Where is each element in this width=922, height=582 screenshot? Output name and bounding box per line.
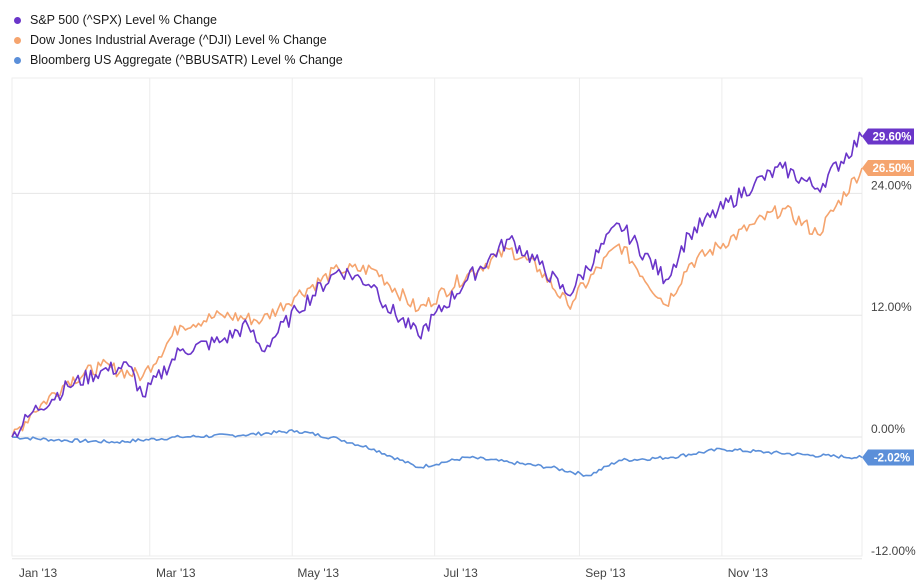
end-value-label-bbusatr: -2.02% bbox=[874, 453, 910, 465]
y-tick-label: -12.00% bbox=[871, 544, 916, 558]
x-tick-label: Mar '13 bbox=[156, 566, 196, 580]
legend-marker-bbusatr bbox=[14, 56, 21, 64]
legend-marker-spx bbox=[14, 16, 21, 24]
chart-legend: S&P 500 (^SPX) Level % Change Dow Jones … bbox=[14, 10, 343, 70]
x-tick-label: Jul '13 bbox=[444, 566, 479, 580]
x-tick-label: Jan '13 bbox=[19, 566, 58, 580]
x-tick-label: May '13 bbox=[297, 566, 339, 580]
end-value-label-spx: 29.60% bbox=[872, 132, 911, 144]
legend-label-spx: S&P 500 (^SPX) Level % Change bbox=[30, 13, 217, 27]
end-value-tag-spx bbox=[862, 128, 914, 145]
series-line-bbusatr bbox=[11, 429, 863, 477]
series-line-spx bbox=[11, 131, 863, 438]
series-line-dji bbox=[11, 167, 863, 438]
legend-item-bbusatr[interactable]: Bloomberg US Aggregate (^BBUSATR) Level … bbox=[14, 50, 343, 70]
legend-label-bbusatr: Bloomberg US Aggregate (^BBUSATR) Level … bbox=[30, 53, 343, 67]
x-tick-label: Sep '13 bbox=[585, 566, 626, 580]
y-tick-label: 24.00% bbox=[871, 178, 912, 192]
y-tick-label: 12.00% bbox=[871, 300, 912, 314]
legend-item-spx[interactable]: S&P 500 (^SPX) Level % Change bbox=[14, 10, 343, 30]
end-value-tag-bbusatr bbox=[862, 449, 914, 466]
end-value-tag-dji bbox=[862, 160, 914, 177]
legend-marker-dji bbox=[14, 36, 21, 44]
plot-frame bbox=[11, 77, 863, 557]
legend-label-dji: Dow Jones Industrial Average (^DJI) Leve… bbox=[30, 33, 327, 47]
y-tick-label: 0.00% bbox=[871, 422, 905, 436]
end-value-label-dji: 26.50% bbox=[872, 163, 911, 175]
legend-item-dji[interactable]: Dow Jones Industrial Average (^DJI) Leve… bbox=[14, 30, 343, 50]
x-tick-label: Nov '13 bbox=[728, 566, 769, 580]
